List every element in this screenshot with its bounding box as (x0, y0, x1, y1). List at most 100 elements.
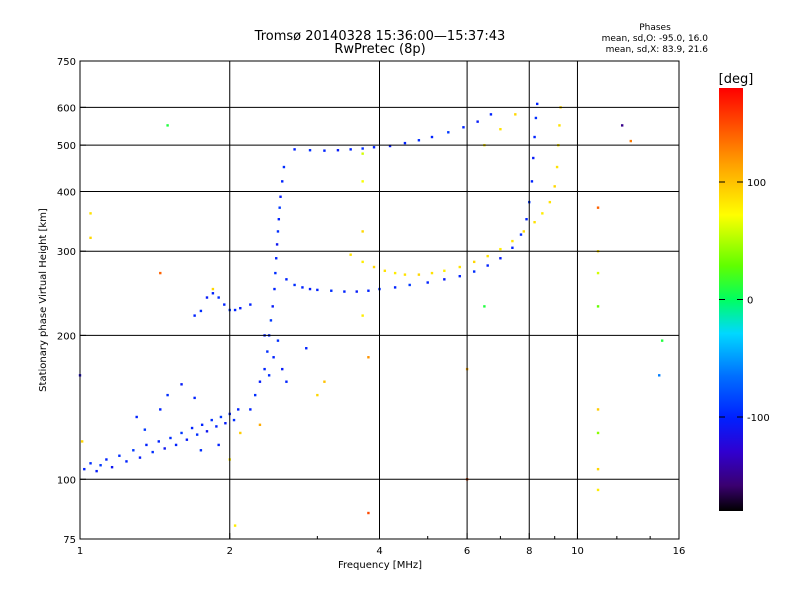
o-mode-point (125, 460, 128, 463)
o-mode-point (285, 380, 288, 383)
x-mode-point (316, 393, 319, 397)
o-mode-point (285, 278, 288, 281)
o-mode-point (269, 319, 273, 322)
o-mode-point (223, 303, 226, 306)
x-mode-point (522, 230, 525, 233)
x-axis-ticks: 1 2 4 6 8 10 16 (77, 533, 686, 557)
o-mode-point (199, 309, 203, 313)
o-mode-point (239, 306, 242, 310)
x-mode-point (596, 467, 600, 471)
o-mode-point (143, 428, 147, 431)
o-mode-point (159, 408, 162, 411)
o-mode-point (408, 283, 411, 287)
x-mode-point (166, 124, 169, 127)
o-mode-point (276, 339, 280, 342)
o-mode-point (308, 287, 312, 291)
o-mode-point (293, 148, 296, 151)
x-mode-point (361, 152, 364, 155)
o-mode-point (138, 456, 142, 459)
o-mode-point (293, 283, 296, 287)
grid-lines (80, 61, 679, 539)
o-mode-point (258, 380, 262, 383)
o-mode-point (151, 450, 154, 454)
x-tick-label: 16 (673, 546, 686, 557)
x-mode-point (553, 185, 556, 188)
o-mode-point (274, 271, 277, 275)
o-mode-point (193, 314, 196, 317)
x-mode-point (159, 271, 162, 275)
o-mode-point (534, 116, 538, 120)
o-mode-point (233, 308, 237, 312)
y-tick-label: 300 (57, 247, 76, 258)
x-mode-point (541, 212, 544, 215)
phases-o-stats: mean, sd,O: -95.0, 16.0 (602, 34, 709, 44)
x-mode-point (372, 265, 376, 269)
x-mode-point (596, 271, 600, 275)
phases-x-stats: mean, sd,X: 83.9, 21.6 (606, 45, 709, 55)
o-mode-point (99, 464, 102, 467)
o-mode-point (388, 144, 392, 148)
x-mode-point (596, 408, 600, 411)
o-mode-point (185, 438, 189, 441)
o-mode-point (301, 286, 304, 289)
x-mode-point (323, 380, 326, 383)
o-mode-point (430, 135, 434, 139)
x-mode-point (233, 524, 237, 527)
o-mode-point (132, 449, 135, 452)
chart-title-line2: RwPretec (8p) (334, 42, 425, 57)
x-mode-point (486, 254, 489, 258)
x-mode-point (548, 200, 552, 204)
y-tick-label: 75 (63, 535, 76, 546)
o-mode-point (193, 396, 196, 400)
y-tick-label: 100 (57, 475, 76, 486)
colorbar-ticks: 100 0 -100 (719, 178, 770, 424)
colorbar-tick-label: -100 (747, 413, 770, 424)
o-mode-point (157, 440, 160, 443)
x-mode-point (533, 221, 536, 224)
x-mode-point (430, 271, 434, 275)
o-mode-point (180, 383, 183, 386)
x-mode-point (89, 212, 92, 215)
o-mode-point (532, 156, 535, 160)
o-mode-point (349, 148, 352, 151)
x-tick-label: 10 (571, 546, 584, 557)
x-mode-point (258, 423, 262, 427)
o-mode-point (336, 149, 340, 152)
o-mode-point (279, 195, 282, 198)
o-mode-point (219, 415, 223, 419)
o-mode-point (135, 415, 138, 419)
x-mode-point (393, 271, 397, 275)
o-mode-point (273, 287, 276, 291)
o-mode-point (211, 292, 215, 295)
x-mode-point (239, 431, 242, 435)
x-tick-label: 8 (526, 546, 532, 557)
o-mode-point (393, 286, 397, 289)
o-mode-point (263, 367, 266, 371)
o-mode-point (355, 290, 358, 293)
phases-title: Phases (639, 23, 671, 33)
x-mode-point (367, 511, 370, 515)
y-tick-label: 600 (57, 103, 76, 114)
o-mode-point (276, 230, 280, 233)
o-mode-point (403, 141, 407, 145)
o-mode-point (458, 274, 461, 278)
x-tick-label: 1 (77, 546, 83, 557)
o-mode-point (277, 218, 281, 221)
o-mode-point (253, 393, 257, 397)
o-mode-point (530, 180, 534, 183)
y-axis-label: Stationary phase Virtual Height [km] (38, 208, 49, 392)
o-mode-point (447, 131, 450, 134)
o-mode-point (489, 113, 493, 116)
x-mode-point (658, 374, 661, 377)
o-mode-point (272, 356, 275, 359)
x-mode-point (596, 488, 600, 492)
o-mode-point (323, 149, 326, 152)
o-mode-point (476, 120, 479, 123)
x-mode-point (483, 305, 486, 308)
x-mode-point (499, 247, 502, 251)
o-mode-point (282, 165, 286, 169)
o-mode-point (145, 443, 148, 447)
o-mode-point (249, 303, 252, 306)
x-mode-point (620, 124, 624, 127)
o-mode-point (217, 296, 220, 299)
